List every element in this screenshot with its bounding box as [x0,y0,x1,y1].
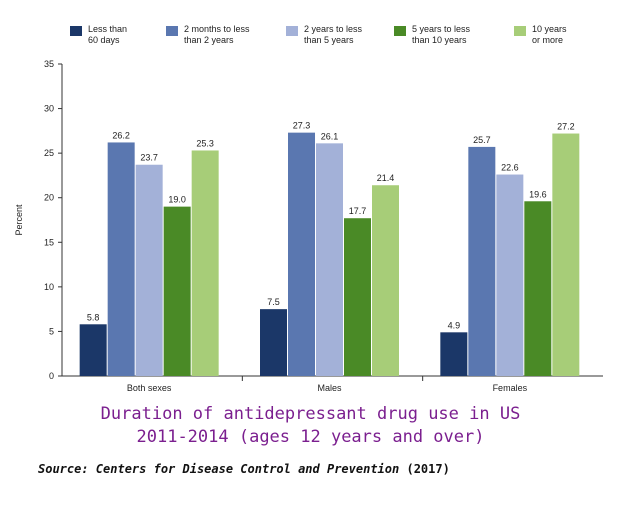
y-tick-label: 30 [44,104,54,114]
bar-value-label: 26.1 [321,131,339,141]
bar [372,185,399,376]
bar-value-label: 17.7 [349,206,367,216]
bar [496,174,524,376]
legend-item: 2 years to less than 5 years [286,24,362,46]
bar [288,132,315,376]
y-tick-label: 5 [49,326,54,336]
x-tick-label: Females [493,383,528,393]
bar-value-label: 23.7 [140,153,158,163]
source-year: (2017) [406,462,450,476]
y-axis-label: Percent [14,204,24,236]
legend: Less than 60 days 2 months to less than 2… [70,24,610,56]
legend-item: Less than 60 days [70,24,127,46]
y-tick-label: 10 [44,282,54,292]
legend-label: Less than 60 days [88,24,128,45]
bar [135,164,163,376]
y-tick-label: 15 [44,237,54,247]
y-tick-label: 35 [44,59,54,69]
bar-value-label: 5.8 [87,312,100,322]
legend-label: 5 years to less than 10 years [412,24,471,45]
bar-value-label: 19.0 [168,195,186,205]
legend-swatch [166,26,178,36]
x-tick-label: Both sexes [127,383,172,393]
bar-value-label: 21.4 [377,173,395,183]
legend-swatch [394,26,406,36]
bar-value-label: 19.6 [529,189,547,199]
legend-label: 10 years or more [532,24,567,45]
x-axis-ticks: Both sexes Males Females [127,376,528,393]
legend-item: 2 months to less than 2 years [166,24,250,46]
bar [440,332,468,376]
legend-item: 5 years to less than 10 years [394,24,470,46]
bar-value-label: 7.5 [267,297,280,307]
bar [163,206,191,376]
bar [316,143,343,376]
bar [260,309,287,376]
bar-value-label: 26.2 [112,130,130,140]
y-tick-label: 0 [49,371,54,381]
legend-swatch [286,26,298,36]
bar-value-label: 4.9 [448,320,461,330]
legend-label: 2 years to less than 5 years [304,24,363,45]
bar-value-label: 27.3 [293,121,311,131]
bar [79,324,107,376]
bar [191,150,219,376]
bar-value-labels: 5.8 26.2 23.7 19.0 25.3 7.5 27.3 26.1 17.7 21.4 4.… [87,121,575,331]
legend-item: 10 years or more [514,24,567,46]
y-tick-label: 25 [44,148,54,158]
legend-swatch [514,26,526,36]
bar [107,142,135,376]
y-tick-label: 20 [44,193,54,203]
bar-value-label: 27.2 [557,122,575,132]
bar-value-label: 22.6 [501,163,519,173]
bar-value-label: 25.3 [196,138,214,148]
y-axis-ticks: 0 5 10 15 20 25 30 35 [44,59,62,381]
bar [344,218,371,376]
source-organization: Source: Centers for Disease Control and … [38,462,400,476]
x-tick-label: Males [317,383,342,393]
caption-line-1: Duration of antidepressant drug use in U… [100,404,521,424]
bar-value-label: 25.7 [473,135,491,145]
legend-label: 2 months to less than 2 years [184,24,250,45]
bars [79,132,580,376]
bar [468,146,496,376]
bar [524,201,552,376]
bar-chart: Percent 0 5 10 15 20 25 30 35 5.8 26.2 23.7 19.0 25… [14,59,603,393]
bar [552,133,580,376]
legend-swatch [70,26,82,36]
caption-line-2: 2011-2014 (ages 12 years and over) [136,427,485,447]
source-credit: Source: Centers for Disease Control and … [38,462,450,476]
